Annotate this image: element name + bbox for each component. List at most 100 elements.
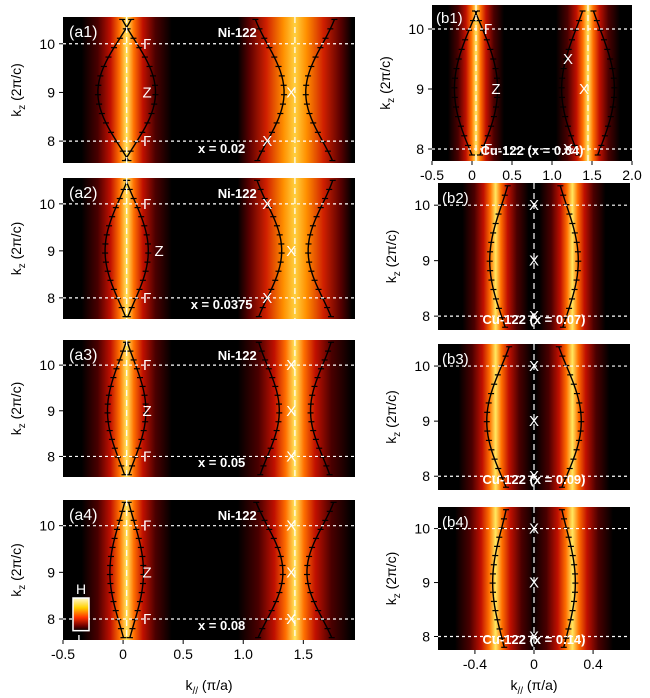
doping-label: x = 0.02 — [198, 141, 245, 156]
symmetry-point-label: Γ — [143, 448, 151, 465]
fermi-contour — [560, 10, 584, 156]
fermi-contour — [121, 19, 157, 161]
panel-b2: X X X (b2) Cu-122 (x = 0.07) 8 9 10 kz (2π/c) — [383, 183, 630, 330]
fermi-contour — [453, 10, 478, 156]
fermi-contour — [488, 185, 509, 328]
symmetry-point-label: X — [286, 357, 296, 374]
panel-a1: Γ Z Γ X X (a1) Ni-122 x = 0.02 8 9 10 kz (2π/c) — [8, 17, 355, 163]
y-tick-label: 9 — [422, 253, 430, 269]
y-axis-label: kz (2π/c) — [8, 382, 28, 436]
intensity-band — [535, 344, 610, 490]
intensity-band — [539, 183, 606, 330]
symmetry-point-label: Z — [143, 84, 152, 101]
symmetry-point-label: X — [579, 81, 589, 98]
symmetry-point-label: Γ — [143, 133, 151, 150]
x-tick-label: 0 — [468, 167, 476, 183]
panel-b3: X X X (b3) Cu-122 (x = 0.09) 8 9 10 kz (2π/c) — [383, 344, 630, 490]
symmetry-point-label: Γ — [484, 141, 492, 158]
symmetry-point-label: X — [286, 84, 296, 101]
y-tick-label: 10 — [414, 521, 430, 537]
doping-label: Cu-122 (x = 0.07) — [483, 312, 586, 327]
intensity-band — [462, 183, 529, 330]
symmetry-point-label: X — [286, 403, 296, 420]
symmetry-point-label: X — [529, 413, 539, 430]
fermi-contour — [125, 180, 149, 317]
symmetry-point-label: X — [529, 629, 539, 646]
fermi-contour — [106, 342, 127, 475]
symmetry-point-label: X — [563, 141, 573, 158]
y-axis-label: kz (2π/c) — [377, 56, 397, 110]
symmetry-point-label: X — [262, 133, 272, 150]
fermi-contour — [258, 342, 280, 475]
fermi-contour — [592, 10, 616, 156]
panel-label: (a2) — [69, 185, 97, 202]
y-tick-label: 8 — [47, 448, 55, 464]
symmetry-point-label: X — [262, 196, 272, 213]
x-tick-label: 0 — [119, 646, 127, 662]
doping-label: Cu-122 (x = 0.04) — [481, 143, 584, 158]
fermi-contour — [306, 502, 335, 638]
symmetry-point-label: Z — [491, 81, 500, 98]
x-axis-label: k// (π/a) — [510, 677, 557, 697]
y-tick-label: 10 — [414, 358, 430, 374]
doping-label: x = 0.0375 — [191, 297, 253, 312]
y-tick-label: 8 — [416, 141, 424, 157]
panel-a4: Γ Z Γ X X X (a4) Ni-122 x = 0.08 H L 8 9 10 kz (2π/c) -… — [8, 500, 355, 662]
x-tick-label: 1.5 — [582, 167, 602, 183]
compound-label: Ni-122 — [218, 25, 257, 40]
symmetry-point-label: Γ — [143, 196, 151, 213]
fermi-contour — [128, 502, 145, 638]
fermi-contour — [474, 10, 499, 156]
x-tick-label: -0.4 — [463, 656, 487, 672]
fermi-contour — [491, 509, 507, 648]
symmetry-point-label: X — [529, 358, 539, 375]
panel-a3: Γ Z Γ X X X (a3) Ni-122 x = 0.05 8 9 10 kz (2π/c) — [8, 340, 355, 477]
y-tick-label: 10 — [39, 36, 55, 52]
symmetry-point-label: Γ — [143, 36, 151, 53]
intensity-band — [458, 344, 533, 490]
colorbar — [72, 597, 90, 632]
x-tick-label: -0.5 — [420, 167, 444, 183]
symmetry-point-label: X — [286, 564, 296, 581]
y-tick-label: 9 — [416, 81, 424, 97]
y-tick-label: 10 — [39, 518, 55, 534]
doping-label: Cu-122 (x = 0.14) — [483, 632, 586, 647]
y-tick-label: 8 — [47, 133, 55, 149]
panel-label: (a1) — [69, 24, 97, 41]
x-tick-label: 1.0 — [542, 167, 562, 183]
y-tick-label: 8 — [47, 290, 55, 306]
x-tick-label: 0.4 — [583, 656, 603, 672]
fermi-contour — [486, 346, 510, 488]
doping-label: x = 0.05 — [198, 455, 245, 470]
x-tick-label: -0.5 — [51, 646, 75, 662]
fermi-contour — [126, 342, 147, 475]
symmetry-point-label: Z — [143, 564, 152, 581]
y-tick-label: 10 — [414, 197, 430, 213]
symmetry-point-label: X — [529, 197, 539, 214]
y-tick-label: 9 — [422, 575, 430, 591]
symmetry-point-label: X — [286, 611, 296, 628]
colorbar-low-label: L — [77, 632, 85, 648]
symmetry-point-label: X — [286, 448, 296, 465]
x-tick-label: 0 — [530, 656, 538, 672]
y-tick-label: 8 — [47, 611, 55, 627]
y-axis-label: kz (2π/c) — [383, 390, 403, 444]
compound-label: Ni-122 — [218, 348, 257, 363]
y-tick-label: 9 — [47, 84, 55, 100]
x-tick-label: 2.0 — [622, 167, 642, 183]
x-tick-label: 0.5 — [173, 646, 193, 662]
y-tick-label: 8 — [422, 468, 430, 484]
fermi-contour — [104, 180, 128, 317]
y-tick-label: 9 — [47, 403, 55, 419]
y-tick-label: 9 — [422, 413, 430, 429]
y-tick-label: 10 — [39, 357, 55, 373]
compound-label: Ni-122 — [218, 508, 257, 523]
panel-b4: X X X (b4) Cu-122 (x = 0.14) 8 9 10 kz (2π/c) -0.… — [383, 507, 630, 672]
symmetry-point-label: Γ — [143, 357, 151, 374]
y-axis-label: kz (2π/c) — [383, 552, 403, 606]
panel-label: (b4) — [442, 514, 469, 531]
intensity-band — [531, 507, 614, 650]
symmetry-point-label: Γ — [143, 518, 151, 535]
y-axis-label: kz (2π/c) — [8, 543, 28, 597]
